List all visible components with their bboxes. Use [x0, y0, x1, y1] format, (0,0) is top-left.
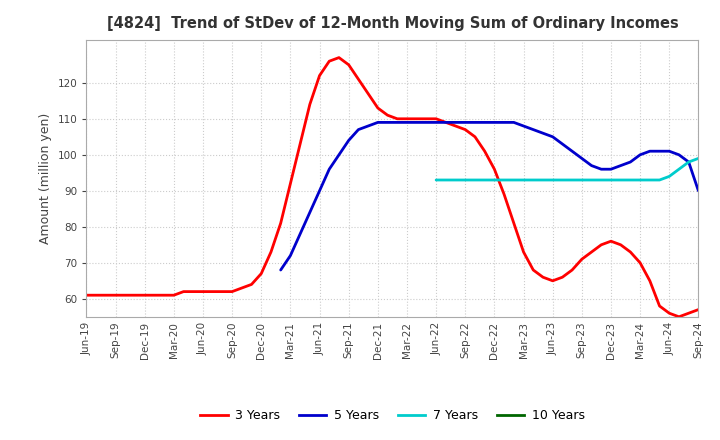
5 Years — [374, 120, 382, 125]
7 Years — [441, 177, 450, 183]
5 Years — [588, 163, 596, 168]
7 Years — [588, 177, 596, 183]
7 Years — [461, 177, 469, 183]
5 Years — [335, 152, 343, 158]
5 Years — [694, 188, 703, 194]
7 Years — [490, 177, 499, 183]
7 Years — [500, 177, 508, 183]
3 Years — [675, 314, 683, 319]
3 Years — [490, 167, 499, 172]
5 Years — [402, 120, 411, 125]
5 Years — [626, 159, 635, 165]
3 Years — [344, 62, 353, 67]
5 Years — [296, 231, 305, 237]
7 Years — [675, 167, 683, 172]
5 Years — [655, 149, 664, 154]
3 Years — [480, 149, 489, 154]
Line: 7 Years: 7 Years — [436, 158, 698, 180]
5 Years — [325, 167, 333, 172]
5 Years — [510, 120, 518, 125]
Line: 3 Years: 3 Years — [86, 58, 698, 317]
7 Years — [480, 177, 489, 183]
7 Years — [577, 177, 586, 183]
7 Years — [694, 156, 703, 161]
5 Years — [471, 120, 480, 125]
Title: [4824]  Trend of StDev of 12-Month Moving Sum of Ordinary Incomes: [4824] Trend of StDev of 12-Month Moving… — [107, 16, 678, 32]
5 Years — [675, 152, 683, 158]
5 Years — [529, 127, 538, 132]
3 Years — [694, 307, 703, 312]
5 Years — [393, 120, 402, 125]
7 Years — [665, 174, 674, 179]
7 Years — [616, 177, 625, 183]
7 Years — [549, 177, 557, 183]
3 Years — [160, 293, 168, 298]
5 Years — [305, 210, 314, 215]
5 Years — [286, 253, 294, 258]
5 Years — [539, 131, 547, 136]
7 Years — [568, 177, 577, 183]
5 Years — [519, 123, 528, 128]
3 Years — [393, 116, 402, 121]
7 Years — [685, 159, 693, 165]
7 Years — [519, 177, 528, 183]
5 Years — [451, 120, 460, 125]
7 Years — [607, 177, 616, 183]
5 Years — [422, 120, 431, 125]
5 Years — [364, 123, 372, 128]
5 Years — [665, 149, 674, 154]
3 Years — [432, 116, 441, 121]
7 Years — [471, 177, 480, 183]
5 Years — [558, 141, 567, 147]
5 Years — [315, 188, 324, 194]
3 Years — [335, 55, 343, 60]
5 Years — [616, 163, 625, 168]
5 Years — [549, 134, 557, 139]
5 Years — [354, 127, 363, 132]
5 Years — [490, 120, 499, 125]
7 Years — [510, 177, 518, 183]
5 Years — [568, 149, 577, 154]
3 Years — [82, 293, 91, 298]
7 Years — [626, 177, 635, 183]
7 Years — [529, 177, 538, 183]
7 Years — [451, 177, 460, 183]
7 Years — [539, 177, 547, 183]
5 Years — [276, 268, 285, 273]
5 Years — [685, 159, 693, 165]
5 Years — [577, 156, 586, 161]
7 Years — [655, 177, 664, 183]
Line: 5 Years: 5 Years — [281, 122, 698, 270]
7 Years — [646, 177, 654, 183]
5 Years — [383, 120, 392, 125]
7 Years — [432, 177, 441, 183]
7 Years — [597, 177, 606, 183]
5 Years — [441, 120, 450, 125]
5 Years — [480, 120, 489, 125]
5 Years — [500, 120, 508, 125]
5 Years — [646, 149, 654, 154]
5 Years — [597, 167, 606, 172]
5 Years — [607, 167, 616, 172]
7 Years — [558, 177, 567, 183]
5 Years — [636, 152, 644, 158]
Legend: 3 Years, 5 Years, 7 Years, 10 Years: 3 Years, 5 Years, 7 Years, 10 Years — [195, 404, 590, 427]
5 Years — [344, 138, 353, 143]
7 Years — [636, 177, 644, 183]
Y-axis label: Amount (million yen): Amount (million yen) — [39, 113, 52, 244]
5 Years — [461, 120, 469, 125]
5 Years — [432, 120, 441, 125]
5 Years — [413, 120, 421, 125]
